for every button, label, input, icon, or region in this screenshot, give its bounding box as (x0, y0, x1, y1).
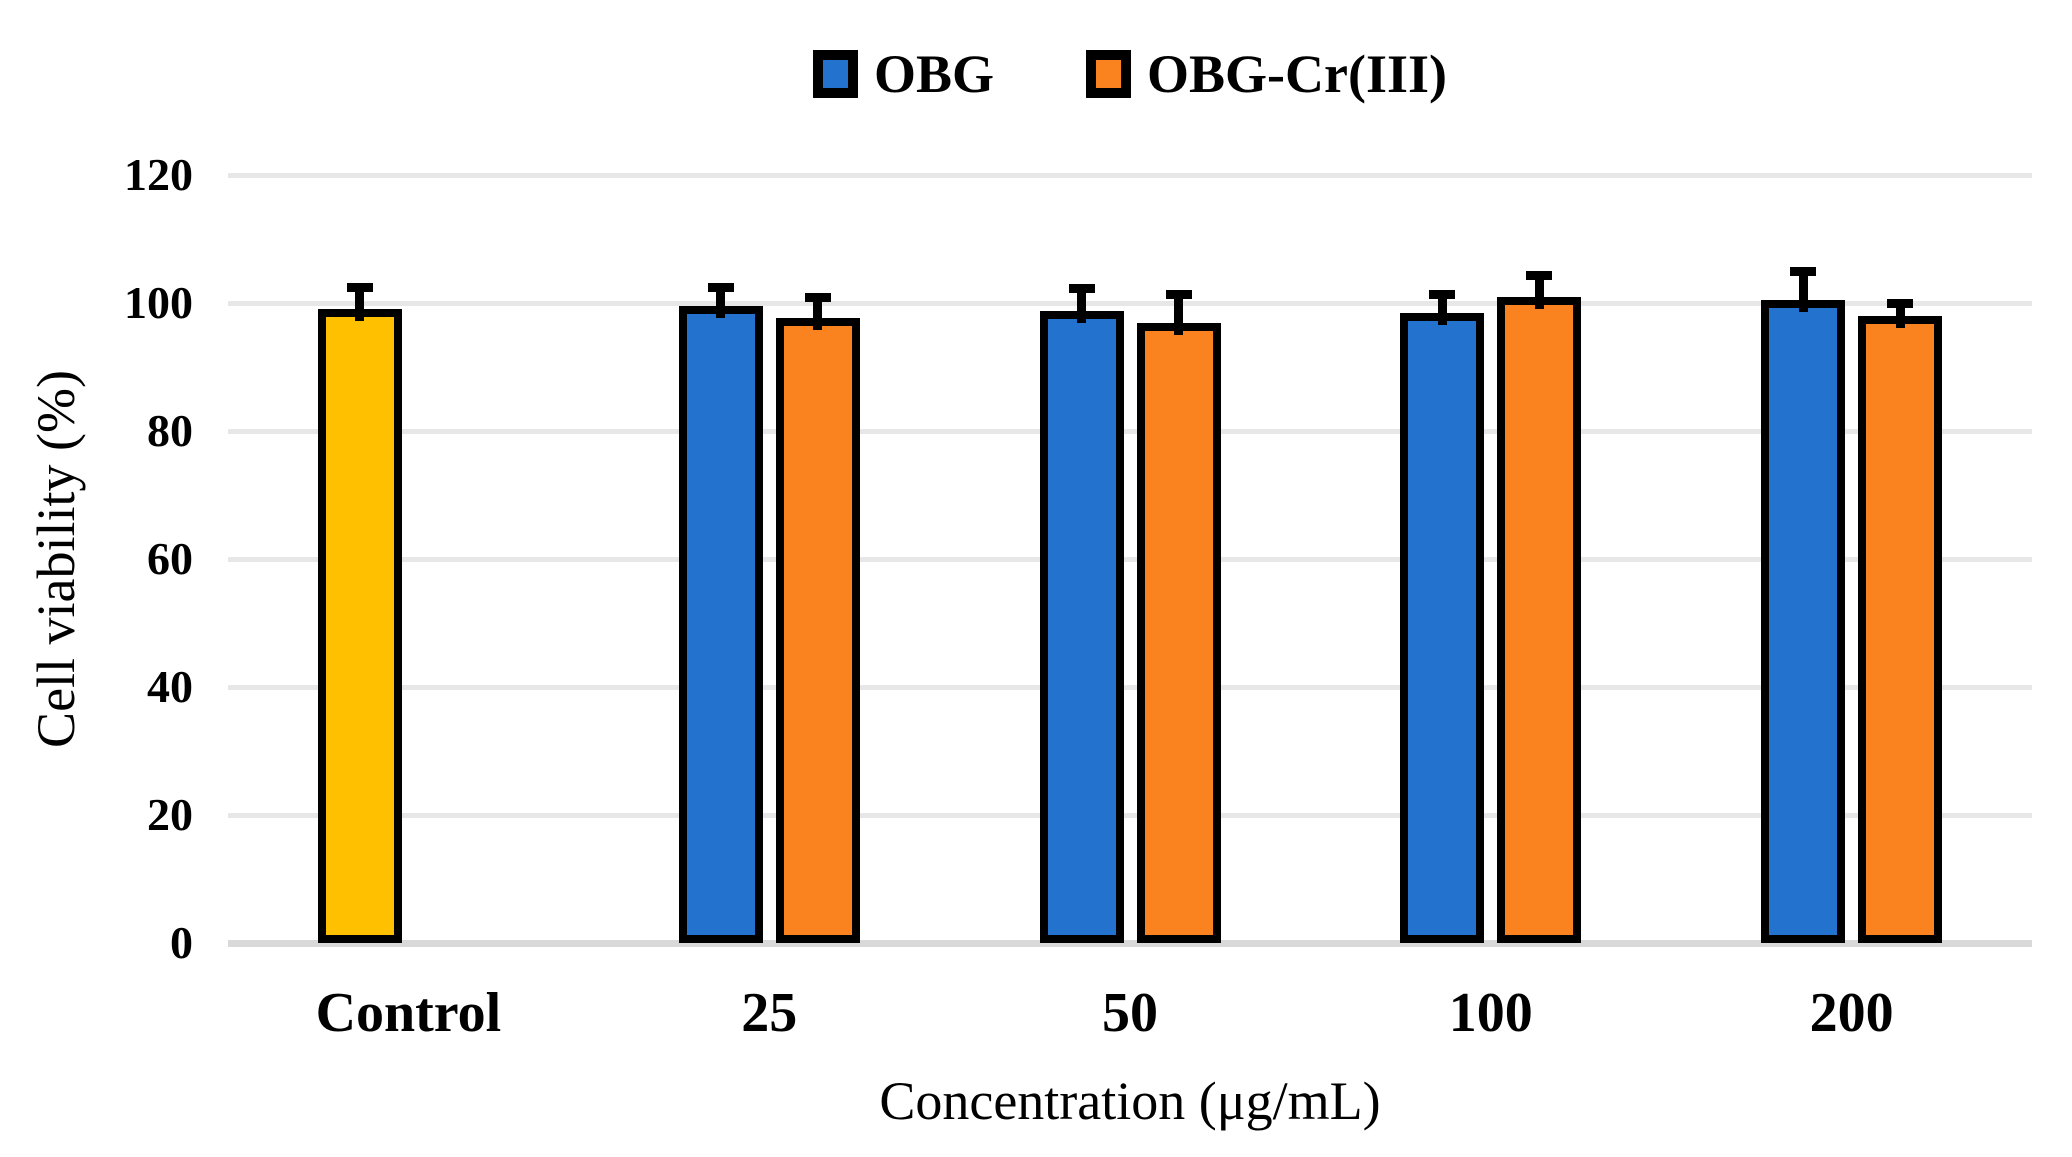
error-bar-stem (1077, 289, 1086, 323)
error-bar-cap (1526, 271, 1553, 280)
legend-item: OBG (812, 44, 995, 104)
bar (1039, 310, 1124, 943)
x-axis-title: Concentration (μg/mL) (228, 1071, 2032, 1131)
y-tick-label: 80 (147, 405, 193, 456)
error-bar-cap (1165, 289, 1192, 299)
error-bar-cap (804, 292, 831, 302)
x-tick-label: 100 (1448, 982, 1533, 1044)
x-tick-label: Control (315, 982, 502, 1044)
y-tick-label: 40 (147, 661, 193, 712)
gridline (228, 300, 2032, 306)
legend-label: OBG (873, 44, 995, 104)
bar (678, 306, 763, 943)
error-bar-stem (813, 298, 823, 330)
bar (1400, 312, 1485, 943)
x-tick-label: 200 (1809, 982, 1894, 1044)
error-bar-stem (716, 289, 726, 319)
gridline (228, 684, 2032, 690)
legend-swatch-icon (812, 50, 858, 98)
gridline (228, 812, 2032, 818)
y-tick-label: 120 (124, 149, 193, 200)
x-tick-label: 50 (1102, 982, 1158, 1044)
bar (317, 309, 402, 943)
y-tick-label: 20 (147, 789, 193, 840)
error-bar-cap (346, 282, 373, 292)
y-tick-label: 0 (170, 917, 193, 968)
legend-label: OBG-Cr(III) (1147, 44, 1447, 104)
gridline (228, 556, 2032, 562)
error-bar-cap (1068, 283, 1095, 293)
error-bar-stem (1895, 304, 1905, 328)
error-bar-stem (1534, 277, 1544, 310)
error-bar-stem (1437, 295, 1447, 325)
x-tick-label: 25 (741, 982, 798, 1044)
error-bar-stem (355, 288, 365, 322)
bar (1136, 323, 1221, 943)
bar (1497, 297, 1582, 943)
error-bar-cap (1887, 298, 1914, 308)
error-bar-cap (1790, 266, 1817, 276)
bar (1761, 299, 1846, 943)
y-tick-label: 100 (124, 277, 193, 328)
legend-item: OBG-Cr(III) (1086, 47, 1447, 101)
gridline (228, 172, 2032, 178)
gridline (228, 428, 2032, 434)
error-bar-stem (1174, 295, 1183, 336)
plot-area (228, 172, 2032, 947)
legend: OBG OBG-Cr(III) (228, 38, 2032, 110)
error-bar-stem (1798, 272, 1808, 312)
y-tick-label: 60 (147, 533, 193, 584)
error-bar-cap (1429, 289, 1456, 299)
error-bar-cap (707, 283, 734, 293)
bar (775, 317, 860, 943)
x-axis-line (228, 939, 2032, 947)
x-axis-title-text: Concentration (μg/mL) (879, 1071, 1381, 1131)
bar (1858, 315, 1943, 943)
legend-swatch-icon (1086, 50, 1132, 98)
